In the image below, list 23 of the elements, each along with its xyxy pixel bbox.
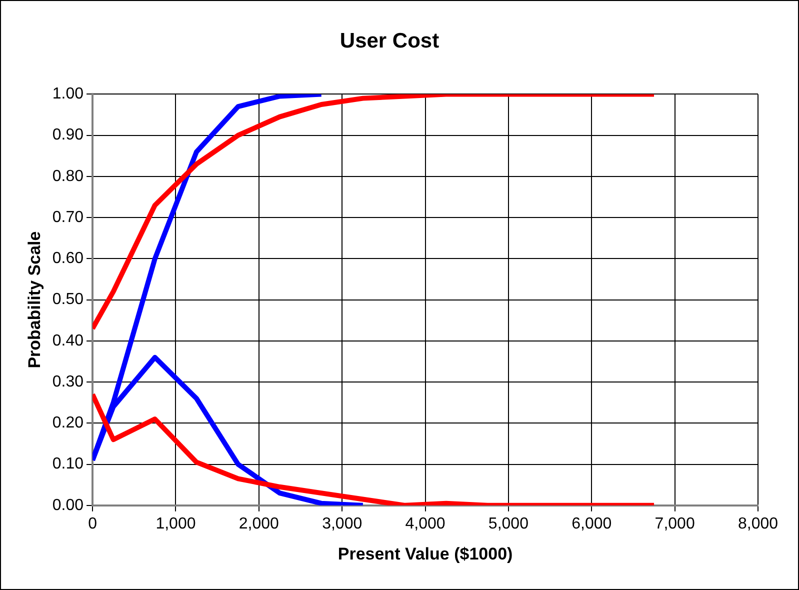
y-tick-label: 1.00 — [52, 86, 84, 103]
x-tick-label: 1,000 — [156, 515, 196, 532]
y-tick-label: 0.60 — [52, 250, 84, 268]
x-tick-label: 7,000 — [654, 515, 695, 532]
x-tick-label: 2,000 — [238, 515, 280, 532]
y-axis-title: Probability Scale — [24, 231, 44, 368]
y-tick-label: 0.90 — [52, 126, 84, 144]
y-tick-label: 0.10 — [52, 456, 84, 473]
chart-title: User Cost — [340, 29, 440, 52]
x-tick-label: 5,000 — [488, 515, 529, 532]
y-tick-label: 0.50 — [52, 291, 84, 308]
x-tick-label: 8,000 — [738, 515, 778, 532]
y-tick-label: 0.80 — [52, 168, 84, 185]
x-axis-title: Present Value ($1000) — [338, 544, 513, 564]
x-tick-label: 4,000 — [405, 515, 446, 532]
y-tick-label: 0.70 — [52, 208, 84, 226]
y-tick-label: 0.30 — [52, 373, 84, 390]
y-tick-label: 0.40 — [52, 332, 84, 350]
x-tick-label: 0 — [88, 515, 98, 532]
x-tick-label: 6,000 — [572, 515, 612, 532]
y-tick-label: 0.00 — [52, 496, 84, 514]
y-tick-label: 0.20 — [52, 414, 84, 432]
x-tick-label: 3,000 — [322, 515, 362, 532]
